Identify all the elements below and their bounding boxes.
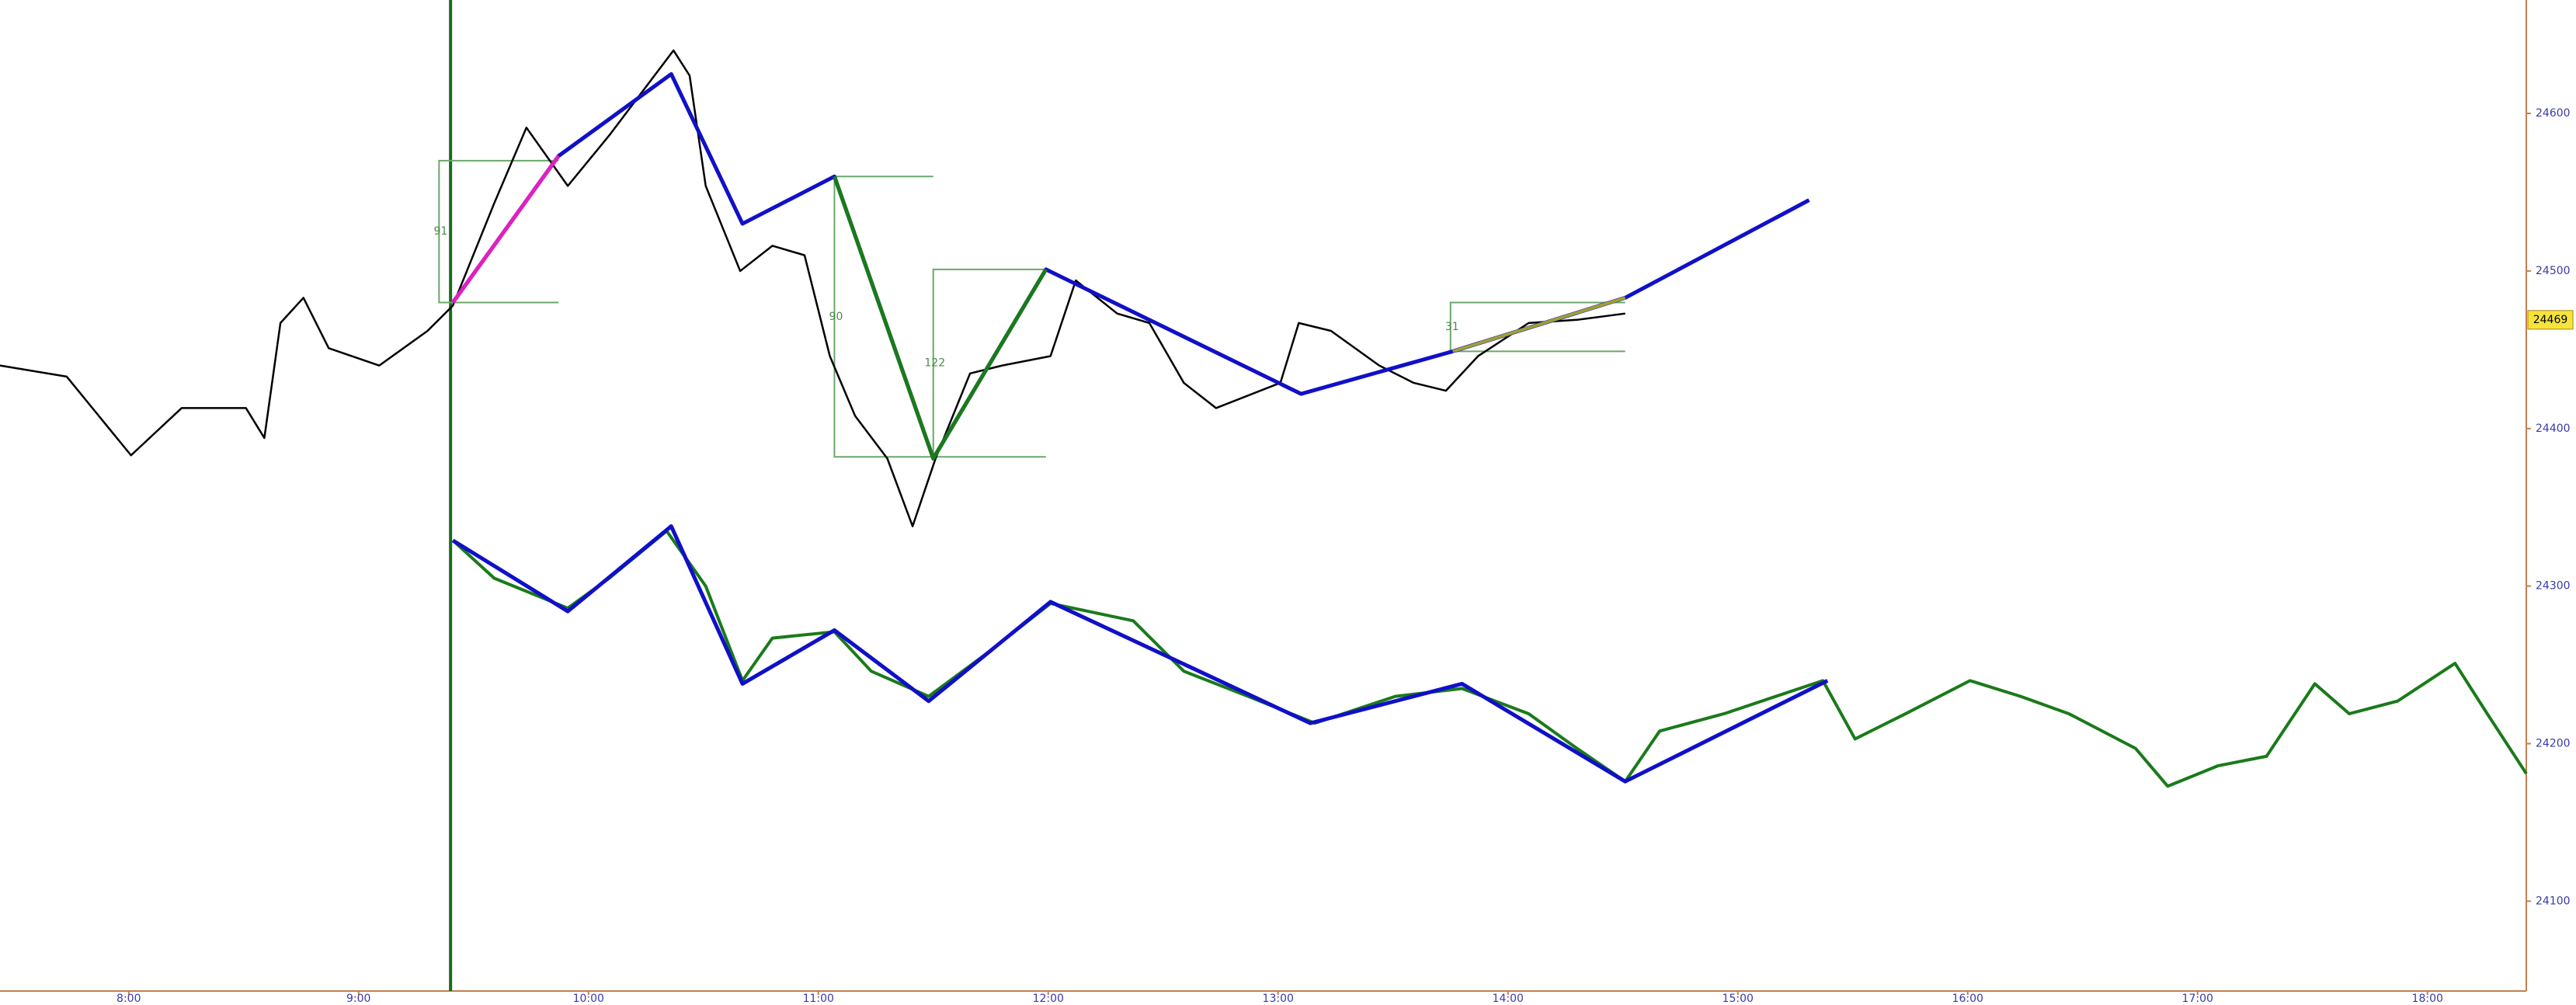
y-tick-label: 24500 — [2536, 265, 2571, 277]
x-tick-label: 10:00 — [573, 993, 604, 1005]
x-tick-label: 16:00 — [1952, 993, 1983, 1005]
x-tick-label: 18:00 — [2412, 993, 2443, 1005]
series-line — [1452, 296, 1626, 353]
measure-label: 31 — [1445, 321, 1459, 333]
x-tick-label: 17:00 — [2182, 993, 2213, 1005]
series-line — [451, 524, 1829, 784]
y-tick-label: 24400 — [2536, 423, 2571, 435]
x-tick-label: 12:00 — [1033, 993, 1064, 1005]
measure-label: 122 — [924, 357, 945, 370]
measure-bracket — [438, 159, 559, 304]
measure-bracket — [1449, 301, 1625, 353]
y-tick-label: 24100 — [2536, 895, 2571, 907]
series-line — [833, 176, 1048, 461]
x-tick-label: 13:00 — [1263, 993, 1294, 1005]
x-tick-label: 11:00 — [803, 993, 834, 1005]
x-tick-label: 14:00 — [1493, 993, 1524, 1005]
x-tick-label: 15:00 — [1723, 993, 1754, 1005]
measure-label: 90 — [829, 311, 843, 323]
measure-bracket — [833, 176, 933, 458]
measure-bracket — [932, 268, 1046, 458]
x-tick-label: 8:00 — [116, 993, 141, 1005]
series-line — [451, 529, 2528, 788]
y-tick-label: 24200 — [2536, 738, 2571, 750]
y-tick-label: 24600 — [2536, 107, 2571, 120]
last-price-label: 24469 — [2533, 314, 2568, 326]
series-line — [451, 155, 561, 304]
y-tick-label: 24300 — [2536, 580, 2571, 593]
series-line — [451, 71, 1810, 461]
series-line — [0, 49, 1625, 527]
last-price-box — [2527, 310, 2574, 330]
measure-label: 91 — [433, 225, 447, 238]
x-tick-label: 9:00 — [346, 993, 370, 1005]
